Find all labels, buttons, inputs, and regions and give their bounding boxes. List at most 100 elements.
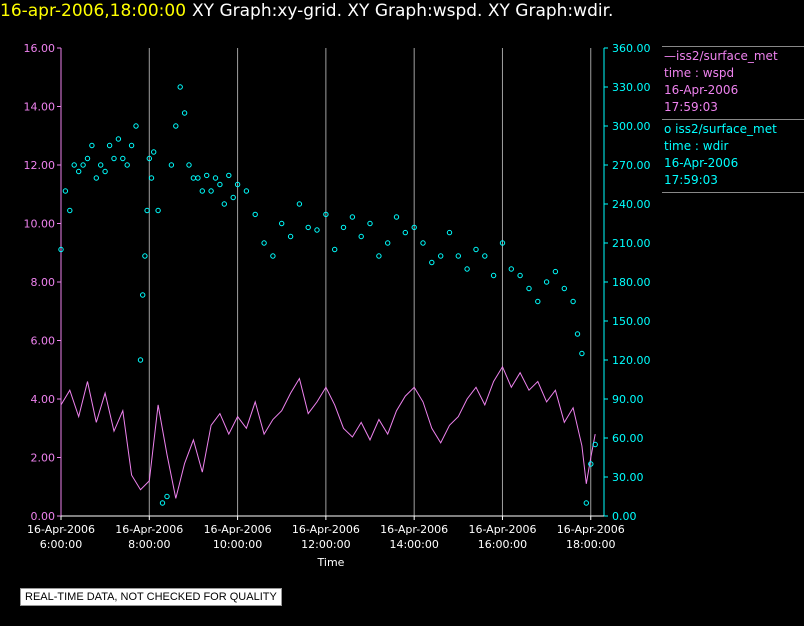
wdir-point xyxy=(332,246,338,253)
wdir-point xyxy=(62,188,69,194)
wspd-series xyxy=(60,365,596,499)
wdir-point xyxy=(212,175,219,181)
wdir-point xyxy=(98,162,104,168)
wdir-point xyxy=(305,224,311,231)
wdir-point xyxy=(543,279,550,285)
wdir-point xyxy=(526,285,532,292)
x-tick-label-date: 16-Apr-2006 xyxy=(115,523,183,536)
legend-entry-wspd: —iss2/surface_met time : wspd 16-Apr-200… xyxy=(664,48,804,116)
legend-line: time : wspd xyxy=(664,66,735,80)
wdir-point xyxy=(230,194,236,201)
right-y-tick-label: 180.00 xyxy=(612,276,651,289)
x-tick-label-time: 18:00:00 xyxy=(566,538,615,551)
wdir-point xyxy=(340,224,347,231)
right-y-tick-label: 330.00 xyxy=(612,81,651,94)
wdir-point xyxy=(106,142,113,149)
wdir-point xyxy=(204,172,210,179)
wdir-point xyxy=(270,253,276,259)
legend-separator xyxy=(662,192,804,193)
wdir-point xyxy=(402,229,408,236)
wdir-point xyxy=(243,188,250,194)
legend-line: 16-Apr-2006 xyxy=(664,83,739,97)
wdir-point xyxy=(508,266,514,272)
left-y-tick-label: 0.00 xyxy=(31,510,56,523)
x-tick-label-time: 12:00:00 xyxy=(301,538,350,551)
left-y-tick-label: 8.00 xyxy=(31,276,56,289)
wdir-point xyxy=(234,181,241,188)
wdir-point xyxy=(446,229,453,236)
wdir-point xyxy=(490,272,497,279)
title-datetime: 16-apr-2006,18:00:00 xyxy=(0,1,187,21)
wdir-point xyxy=(164,493,170,500)
legend-line: 17:59:03 xyxy=(664,100,718,114)
wdir-point xyxy=(517,272,523,279)
right-y-tick-label: 60.00 xyxy=(612,432,644,445)
wdir-point xyxy=(146,155,153,162)
wdir-point xyxy=(385,240,391,246)
wdir-point xyxy=(252,211,258,218)
wdir-point xyxy=(376,253,382,259)
x-axis: 16-Apr-2006 6:00:00 16-Apr-2006 8:00:00 16-A… xyxy=(27,515,625,551)
legend-separator xyxy=(662,46,804,47)
wdir-point xyxy=(499,240,506,246)
wdir-point xyxy=(574,331,581,337)
wdir-point xyxy=(570,298,576,305)
wdir-point xyxy=(137,357,144,363)
wdir-point xyxy=(144,207,150,214)
left-y-tick-label: 4.00 xyxy=(31,393,56,406)
x-tick-label-date: 16-Apr-2006 xyxy=(557,523,625,536)
legend-entry-wdir: o iss2/surface_met time : wdir 16-Apr-20… xyxy=(664,121,804,189)
x-tick-label-time: 14:00:00 xyxy=(389,538,438,551)
wdir-point xyxy=(67,207,73,214)
wdir-point xyxy=(199,188,206,194)
wdir-point xyxy=(552,268,559,275)
wdir-point xyxy=(323,211,329,218)
wdir-point xyxy=(181,110,188,116)
x-tick-label-time: 8:00:00 xyxy=(128,538,170,551)
wdir-series xyxy=(58,84,598,506)
wdir-point xyxy=(482,253,488,259)
title-bar: 16-apr-2006,18:00:00 XY Graph:xy-grid. XY… xyxy=(0,0,613,24)
x-tick-label-date: 16-Apr-2006 xyxy=(468,523,536,536)
x-tick-label-date: 16-Apr-2006 xyxy=(292,523,360,536)
wdir-point xyxy=(464,266,470,272)
wdir-point xyxy=(142,253,148,259)
wdir-point xyxy=(111,155,117,162)
wdir-point xyxy=(561,285,567,292)
x-tick-label-date: 16-Apr-2006 xyxy=(380,523,448,536)
wdir-point xyxy=(71,162,77,168)
right-y-tick-label: 270.00 xyxy=(612,159,651,172)
wdir-point xyxy=(115,136,122,142)
right-y-tick-label: 210.00 xyxy=(612,237,651,250)
wdir-point xyxy=(159,500,166,506)
right-y-axis: 0.00 30.00 60.00 90.00 120.00 150.00 180.00 210… xyxy=(603,42,651,523)
wdir-point xyxy=(80,162,86,168)
wdir-point xyxy=(358,233,364,240)
legend-line: 16-Apr-2006 xyxy=(664,156,739,170)
x-tick-label-time: 16:00:00 xyxy=(478,538,527,551)
wdir-point xyxy=(420,240,426,246)
wdir-point xyxy=(279,220,285,227)
wdir-point xyxy=(186,162,192,168)
title-graphs: XY Graph:xy-grid. XY Graph:wspd. XY Grap… xyxy=(192,1,614,21)
wdir-point xyxy=(133,123,139,129)
wdir-point xyxy=(195,175,201,181)
wdir-point xyxy=(588,461,594,467)
wdir-point xyxy=(579,350,585,357)
left-y-axis: 0.00 2.00 4.00 6.00 8.00 10.00 12.00 14.00 16.00 xyxy=(24,42,62,523)
wdir-point xyxy=(128,142,135,149)
wdir-point xyxy=(168,162,175,168)
wdir-point xyxy=(124,162,130,168)
wdir-point xyxy=(102,168,108,175)
left-y-tick-label: 12.00 xyxy=(24,159,56,172)
right-y-tick-label: 30.00 xyxy=(612,471,644,484)
grid-lines xyxy=(60,48,592,516)
wdir-point xyxy=(151,149,157,155)
wdir-point xyxy=(177,84,183,90)
wdir-point xyxy=(84,155,91,162)
wdir-point xyxy=(190,175,197,181)
wdir-point xyxy=(226,172,232,179)
wdir-point xyxy=(120,155,126,162)
x-tick-label-time: 10:00:00 xyxy=(213,538,262,551)
